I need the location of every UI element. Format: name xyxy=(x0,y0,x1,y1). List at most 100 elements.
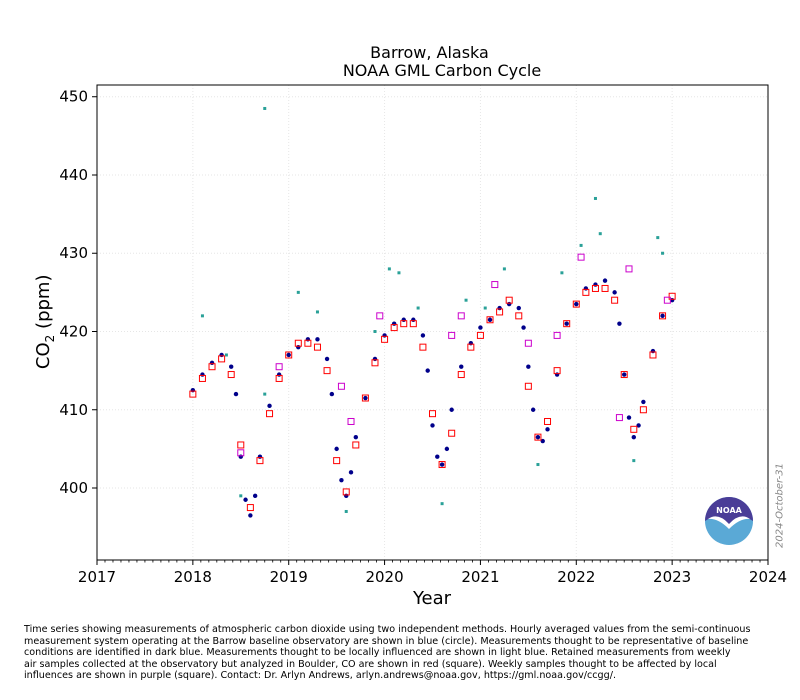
data-point xyxy=(430,423,435,428)
data-point xyxy=(305,337,311,342)
y-axis-label-unit: (ppm) xyxy=(33,274,55,329)
y-axis-label-subscript: 2 xyxy=(42,334,57,343)
data-point xyxy=(257,454,263,459)
data-point xyxy=(397,271,401,275)
data-point xyxy=(553,367,561,375)
data-point xyxy=(448,429,456,437)
data-point xyxy=(615,414,623,422)
y-tick-label: 430 xyxy=(59,244,88,262)
data-point xyxy=(620,371,628,379)
data-point xyxy=(189,390,197,398)
data-point xyxy=(276,372,282,377)
data-point xyxy=(545,427,550,432)
data-point xyxy=(449,407,454,412)
data-point xyxy=(267,403,272,409)
data-point xyxy=(248,513,253,518)
data-point xyxy=(229,364,234,369)
y-tick-label: 420 xyxy=(59,322,88,340)
x-tick-label: 2021 xyxy=(461,568,499,586)
data-point xyxy=(218,355,226,363)
data-point xyxy=(391,321,397,326)
data-point xyxy=(583,286,589,291)
x-tick-label: 2017 xyxy=(78,568,116,586)
data-point xyxy=(339,477,344,483)
data-point xyxy=(540,438,545,444)
data-point xyxy=(238,454,243,459)
data-point xyxy=(448,331,456,339)
data-point xyxy=(429,410,436,418)
data-point xyxy=(285,351,293,359)
data-point xyxy=(313,343,321,351)
data-point xyxy=(266,410,274,418)
data-point xyxy=(457,312,465,320)
y-tick-label: 410 xyxy=(59,401,88,419)
data-point xyxy=(574,301,579,307)
data-point xyxy=(390,324,398,332)
data-point xyxy=(650,348,656,354)
datestamp: 2024-October-31 xyxy=(774,463,786,548)
data-point xyxy=(296,290,300,294)
data-point xyxy=(582,288,590,296)
noaa-logo-text: NOAA xyxy=(716,506,742,515)
data-point xyxy=(668,292,676,300)
data-point xyxy=(416,306,420,310)
noaa-logo: NOAA xyxy=(705,497,753,545)
plot-frame xyxy=(96,84,769,561)
caption-line: measurement system operating at the Barr… xyxy=(24,635,749,647)
data-point xyxy=(361,394,369,402)
y-tick-label: 450 xyxy=(59,88,88,106)
data-point xyxy=(263,106,267,110)
data-point xyxy=(198,374,206,382)
data-point xyxy=(663,296,671,304)
y-axis-label-main: CO xyxy=(33,342,55,370)
data-point xyxy=(496,308,504,316)
data-point xyxy=(363,395,368,401)
x-tick-label: 2018 xyxy=(174,568,212,586)
data-point xyxy=(457,371,465,379)
data-point xyxy=(526,364,531,369)
data-point xyxy=(382,333,387,338)
data-point xyxy=(315,310,319,314)
data-point xyxy=(601,284,609,292)
data-point xyxy=(534,433,542,441)
data-point xyxy=(371,359,379,367)
data-point xyxy=(639,406,647,414)
data-point xyxy=(459,364,464,369)
data-point xyxy=(419,343,427,351)
data-point xyxy=(611,296,619,304)
data-point xyxy=(572,300,580,308)
data-point xyxy=(440,502,444,506)
data-point xyxy=(373,329,377,333)
caption-line: Time series showing measurements of atmo… xyxy=(24,624,751,635)
data-point xyxy=(200,372,205,377)
data-point xyxy=(208,363,216,371)
data-point xyxy=(252,493,258,499)
data-point xyxy=(593,282,598,287)
y-tick-label: 440 xyxy=(59,166,88,184)
data-point xyxy=(401,317,406,322)
data-point xyxy=(564,321,569,326)
data-point xyxy=(344,509,348,513)
data-point xyxy=(209,360,215,366)
data-point xyxy=(656,236,660,240)
chart-subtitle: NOAA GML Carbon Cycle xyxy=(342,61,542,80)
data-point xyxy=(544,417,552,425)
data-point xyxy=(626,415,632,420)
noaa-logo-gull xyxy=(708,516,750,529)
data-point xyxy=(304,339,312,347)
x-tick-label: 2020 xyxy=(365,568,403,586)
data-point xyxy=(275,374,283,382)
data-point xyxy=(476,331,484,339)
data-point xyxy=(348,470,354,475)
y-tick-label: 400 xyxy=(59,479,88,497)
data-point xyxy=(553,331,561,339)
chart-title: Barrow, Alaska xyxy=(370,43,489,62)
data-point xyxy=(483,306,487,310)
data-point xyxy=(425,368,430,373)
data-point xyxy=(478,325,483,330)
data-point xyxy=(275,363,283,371)
data-point xyxy=(579,243,583,247)
data-point xyxy=(468,341,474,346)
data-point xyxy=(521,325,526,330)
data-point xyxy=(530,407,536,412)
